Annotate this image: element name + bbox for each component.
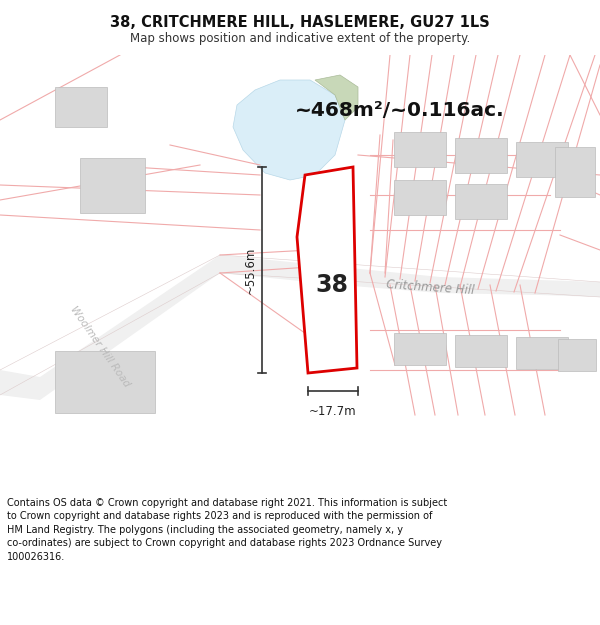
Text: Critchmere Hill: Critchmere Hill [386, 279, 475, 298]
Bar [555, 147, 595, 197]
Bar [394, 180, 446, 215]
Text: 38: 38 [316, 273, 349, 297]
Bar [394, 333, 446, 365]
Bar [455, 138, 507, 173]
Bar [516, 337, 568, 369]
Polygon shape [220, 255, 600, 297]
Bar [455, 335, 507, 367]
Bar [455, 184, 507, 219]
Text: ~17.7m: ~17.7m [309, 405, 357, 418]
Bar [55, 351, 155, 413]
Bar [516, 142, 568, 177]
Text: ~55.6m: ~55.6m [244, 246, 257, 294]
Text: Contains OS data © Crown copyright and database right 2021. This information is : Contains OS data © Crown copyright and d… [7, 498, 448, 562]
Bar [80, 158, 145, 213]
Bar [55, 87, 107, 127]
Text: Woolmer Hill Road: Woolmer Hill Road [68, 305, 131, 389]
Polygon shape [0, 255, 220, 400]
Bar [558, 339, 596, 371]
Polygon shape [297, 167, 357, 373]
Text: Map shows position and indicative extent of the property.: Map shows position and indicative extent… [130, 32, 470, 45]
Polygon shape [315, 75, 358, 120]
Polygon shape [233, 80, 345, 180]
Text: ~468m²/~0.116ac.: ~468m²/~0.116ac. [295, 101, 505, 119]
Bar [394, 132, 446, 167]
Text: 38, CRITCHMERE HILL, HASLEMERE, GU27 1LS: 38, CRITCHMERE HILL, HASLEMERE, GU27 1LS [110, 16, 490, 31]
